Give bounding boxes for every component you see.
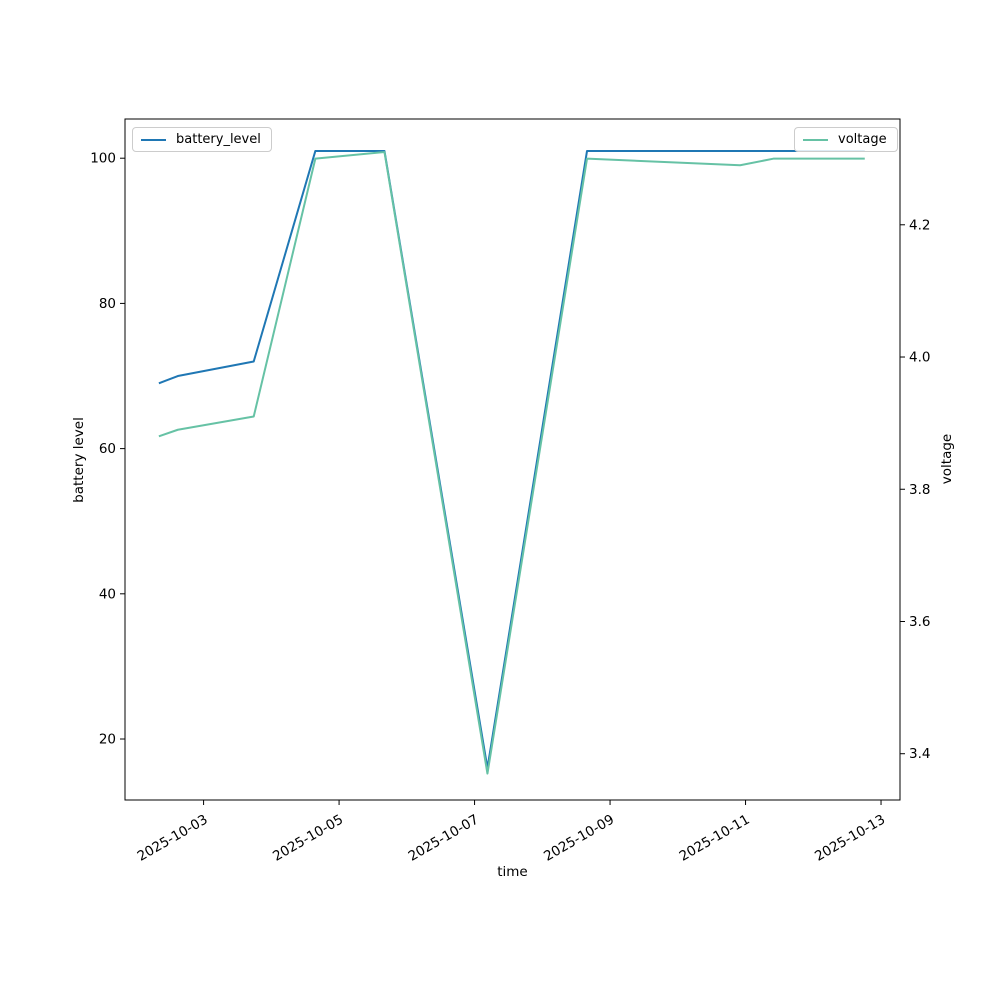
plot-border [124, 118, 901, 801]
battery-level-legend-label: battery_level [176, 132, 261, 147]
right-tick-label: 3.4 [909, 746, 930, 762]
battery-level-legend-swatch [141, 138, 166, 141]
left-tick-label: 20 [99, 732, 116, 748]
x-tick-label: 2025-10-07 [406, 812, 482, 865]
right-tick-label: 3.8 [909, 482, 930, 498]
legend-voltage: voltage [794, 127, 898, 152]
left-tick-label: 60 [99, 441, 116, 457]
voltage-legend-label: voltage [838, 132, 887, 147]
left-axis-title: battery level [71, 417, 87, 503]
right-tick-label: 3.6 [909, 614, 930, 630]
x-tick-label: 2025-10-03 [135, 812, 211, 865]
x-tick-label: 2025-10-13 [812, 812, 888, 865]
left-tick-label: 80 [99, 296, 116, 312]
legend-battery-level: battery_level [132, 127, 272, 152]
voltage-legend-swatch [803, 138, 828, 141]
right-axis-title: voltage [939, 433, 955, 485]
right-tick-label: 4.0 [909, 350, 930, 366]
x-axis-title: time [497, 864, 528, 880]
left-tick-label: 40 [99, 586, 116, 602]
left-tick-label: 100 [90, 151, 116, 167]
x-tick-label: 2025-10-11 [677, 812, 753, 865]
x-tick-label: 2025-10-09 [541, 812, 617, 865]
x-tick-label: 2025-10-05 [270, 812, 346, 865]
battery-level-line [158, 149, 865, 770]
voltage-line [158, 151, 865, 775]
right-tick-label: 4.2 [909, 217, 930, 233]
